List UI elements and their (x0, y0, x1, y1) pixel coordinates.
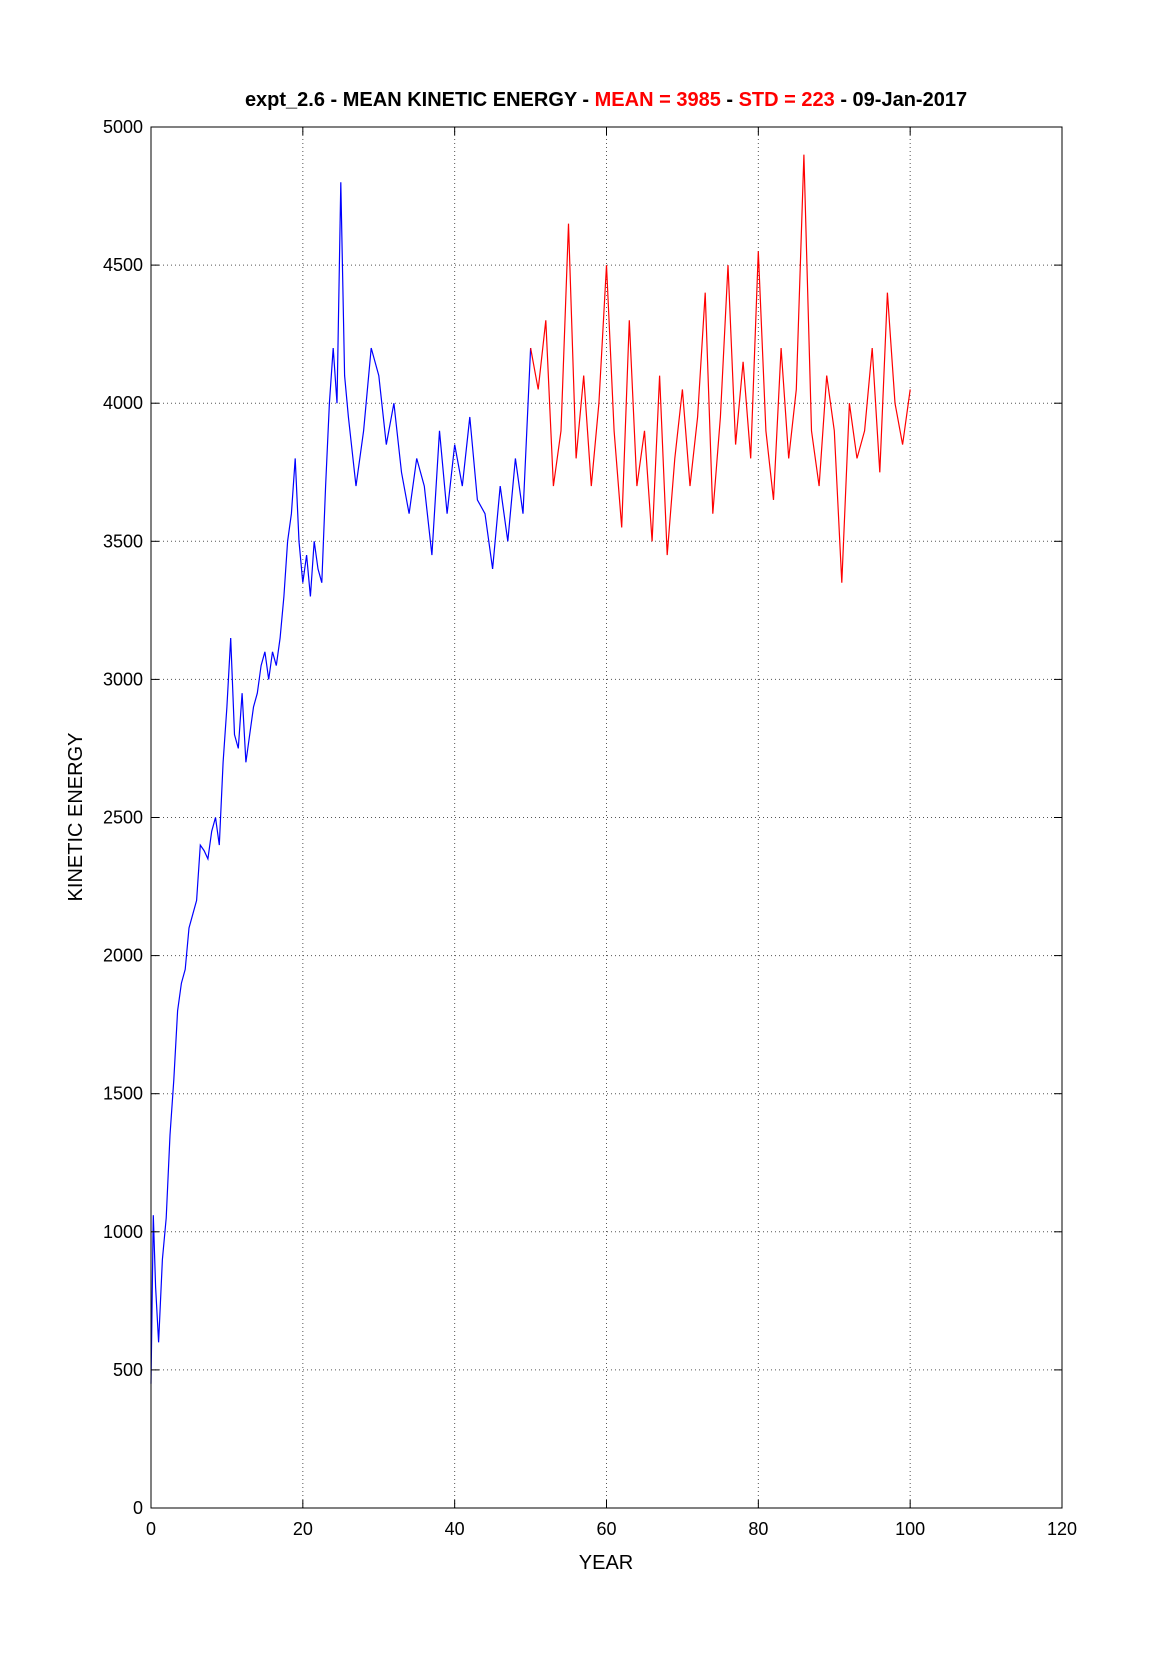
x-tick-label: 120 (1047, 1519, 1077, 1539)
x-tick-label: 0 (146, 1519, 156, 1539)
y-axis-label: KINETIC ENERGY (65, 733, 87, 902)
y-tick-label: 2000 (103, 946, 143, 966)
x-tick-label: 80 (748, 1519, 768, 1539)
axis-ticks: 0 20 40 60 80 100 120 0 500 1000 1500 2000 2500 3000 3… (103, 117, 1077, 1539)
y-tick-label: 500 (113, 1360, 143, 1380)
grid-lines (151, 127, 1062, 1508)
title-sep: - (721, 89, 739, 111)
x-tick-label: 60 (596, 1519, 616, 1539)
title-mean: MEAN = 3985 (595, 89, 721, 111)
series-lines (150, 154, 911, 1384)
title-std: STD = 223 (739, 89, 835, 111)
y-tick-label: 3500 (103, 531, 143, 551)
spinup-series-line (150, 182, 532, 1384)
x-tick-label: 40 (445, 1519, 465, 1539)
analysis-series-line (530, 154, 911, 583)
x-tick-label: 100 (895, 1519, 925, 1539)
title-suffix: - 09-Jan-2017 (835, 89, 967, 111)
title-prefix: expt_2.6 - MEAN KINETIC ENERGY - (245, 89, 595, 111)
chart-title: expt_2.6 - MEAN KINETIC ENERGY - MEAN = … (245, 89, 967, 111)
x-axis-label: YEAR (579, 1552, 633, 1574)
y-tick-label: 0 (133, 1498, 143, 1518)
y-tick-label: 1000 (103, 1222, 143, 1242)
y-tick-label: 4500 (103, 255, 143, 275)
y-tick-label: 2500 (103, 808, 143, 828)
y-tick-label: 5000 (103, 117, 143, 137)
y-tick-label: 1500 (103, 1084, 143, 1104)
y-tick-label: 3000 (103, 669, 143, 689)
y-tick-label: 4000 (103, 393, 143, 413)
x-tick-label: 20 (293, 1519, 313, 1539)
